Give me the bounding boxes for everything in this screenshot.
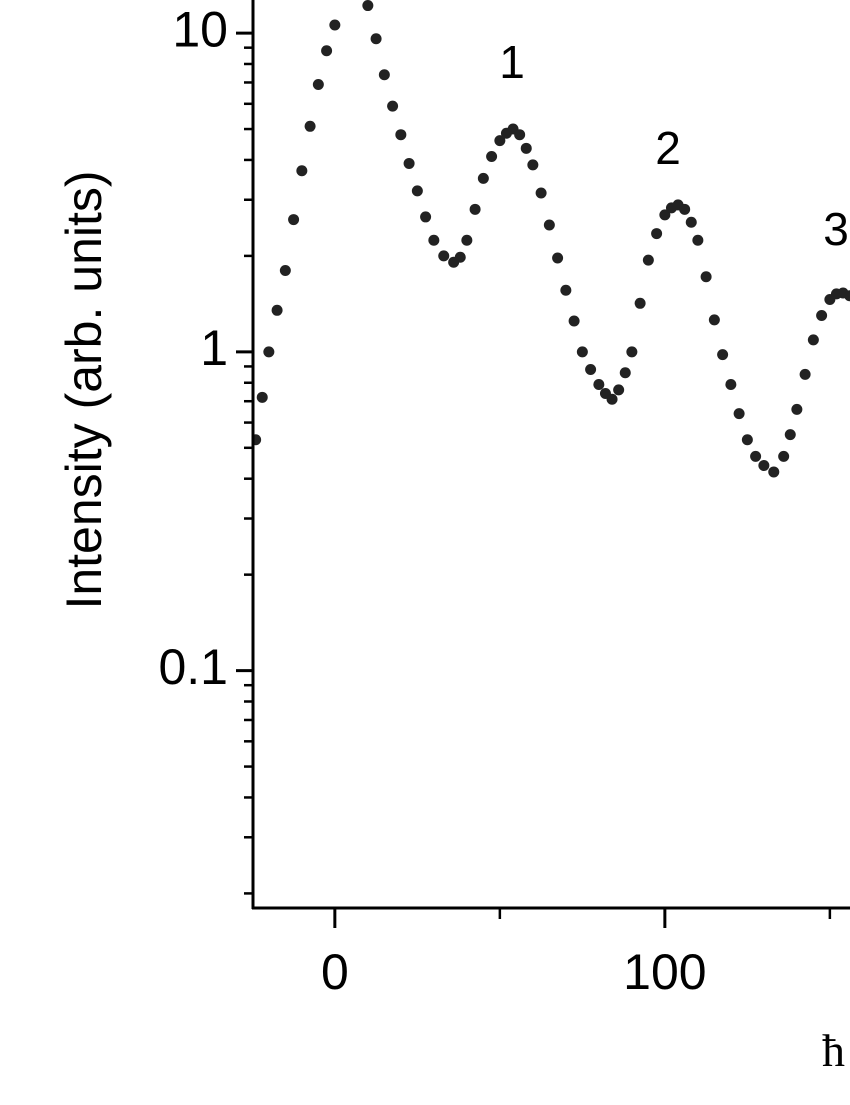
data-point (758, 460, 770, 472)
data-point (717, 349, 729, 361)
data-point (552, 252, 564, 264)
data-point (253, 434, 262, 446)
data-point (651, 228, 663, 240)
data-point (799, 368, 811, 380)
peak-label: 2 (655, 122, 681, 174)
data-point (527, 159, 539, 171)
data-point (700, 271, 712, 283)
data-point (634, 297, 646, 309)
data-point (768, 466, 780, 478)
data-point (807, 334, 819, 346)
data-point (514, 129, 526, 141)
data-point (844, 290, 850, 302)
peak-label: 1 (499, 36, 525, 88)
data-point (486, 151, 498, 163)
x-tick-label: 100 (623, 944, 706, 1000)
data-point (411, 185, 423, 197)
data-point (279, 264, 291, 276)
data-point (362, 0, 374, 12)
data-point (321, 45, 333, 57)
data-point (477, 172, 489, 184)
data-point (576, 346, 588, 358)
data-point (741, 434, 753, 446)
data-point (659, 209, 671, 221)
data-point (725, 378, 737, 390)
data-point (271, 304, 283, 316)
y-tick-label: 0.1 (158, 639, 228, 695)
data-point (685, 216, 697, 228)
data-point (494, 135, 506, 147)
data-point (469, 203, 481, 215)
data-point (454, 251, 466, 263)
data-point (560, 284, 572, 296)
data-point (642, 254, 654, 266)
data-point (329, 19, 341, 31)
data-point (296, 165, 308, 177)
plot-area (253, 0, 850, 478)
data-point (520, 142, 532, 154)
data-point (403, 157, 415, 169)
data-point (750, 450, 762, 462)
x-tick-label: 0 (321, 944, 349, 1000)
data-point (378, 69, 390, 81)
y-tick-label: 1 (200, 320, 228, 376)
data-point (626, 346, 638, 358)
data-point (395, 129, 407, 141)
y-axis-title: Intensity (arb. units) (56, 170, 112, 609)
data-point (708, 314, 720, 326)
data-point (784, 429, 796, 441)
peak-label: 3 (823, 203, 849, 255)
data-point (543, 219, 555, 231)
data-point (816, 310, 828, 322)
data-point (791, 403, 803, 415)
x-axis-title: ħ (822, 1025, 845, 1076)
data-point (692, 234, 704, 246)
data-point (256, 391, 268, 403)
data-point (263, 346, 275, 358)
data-point (606, 393, 618, 405)
data-point (585, 364, 597, 376)
data-point (778, 450, 790, 462)
data-point (733, 408, 745, 420)
data-point (428, 234, 440, 246)
data-point (535, 187, 547, 199)
data-point (420, 211, 432, 223)
data-point (568, 315, 580, 327)
data-point (461, 234, 473, 246)
data-point (312, 78, 324, 90)
data-point (370, 33, 382, 45)
data-point (438, 250, 450, 262)
data-point (288, 214, 300, 226)
data-point (619, 367, 631, 379)
data-point (593, 378, 605, 390)
data-point (613, 384, 625, 396)
data-point (387, 100, 399, 112)
data-point (304, 120, 316, 132)
data-point (679, 203, 691, 215)
y-tick-label: 10 (172, 1, 228, 57)
